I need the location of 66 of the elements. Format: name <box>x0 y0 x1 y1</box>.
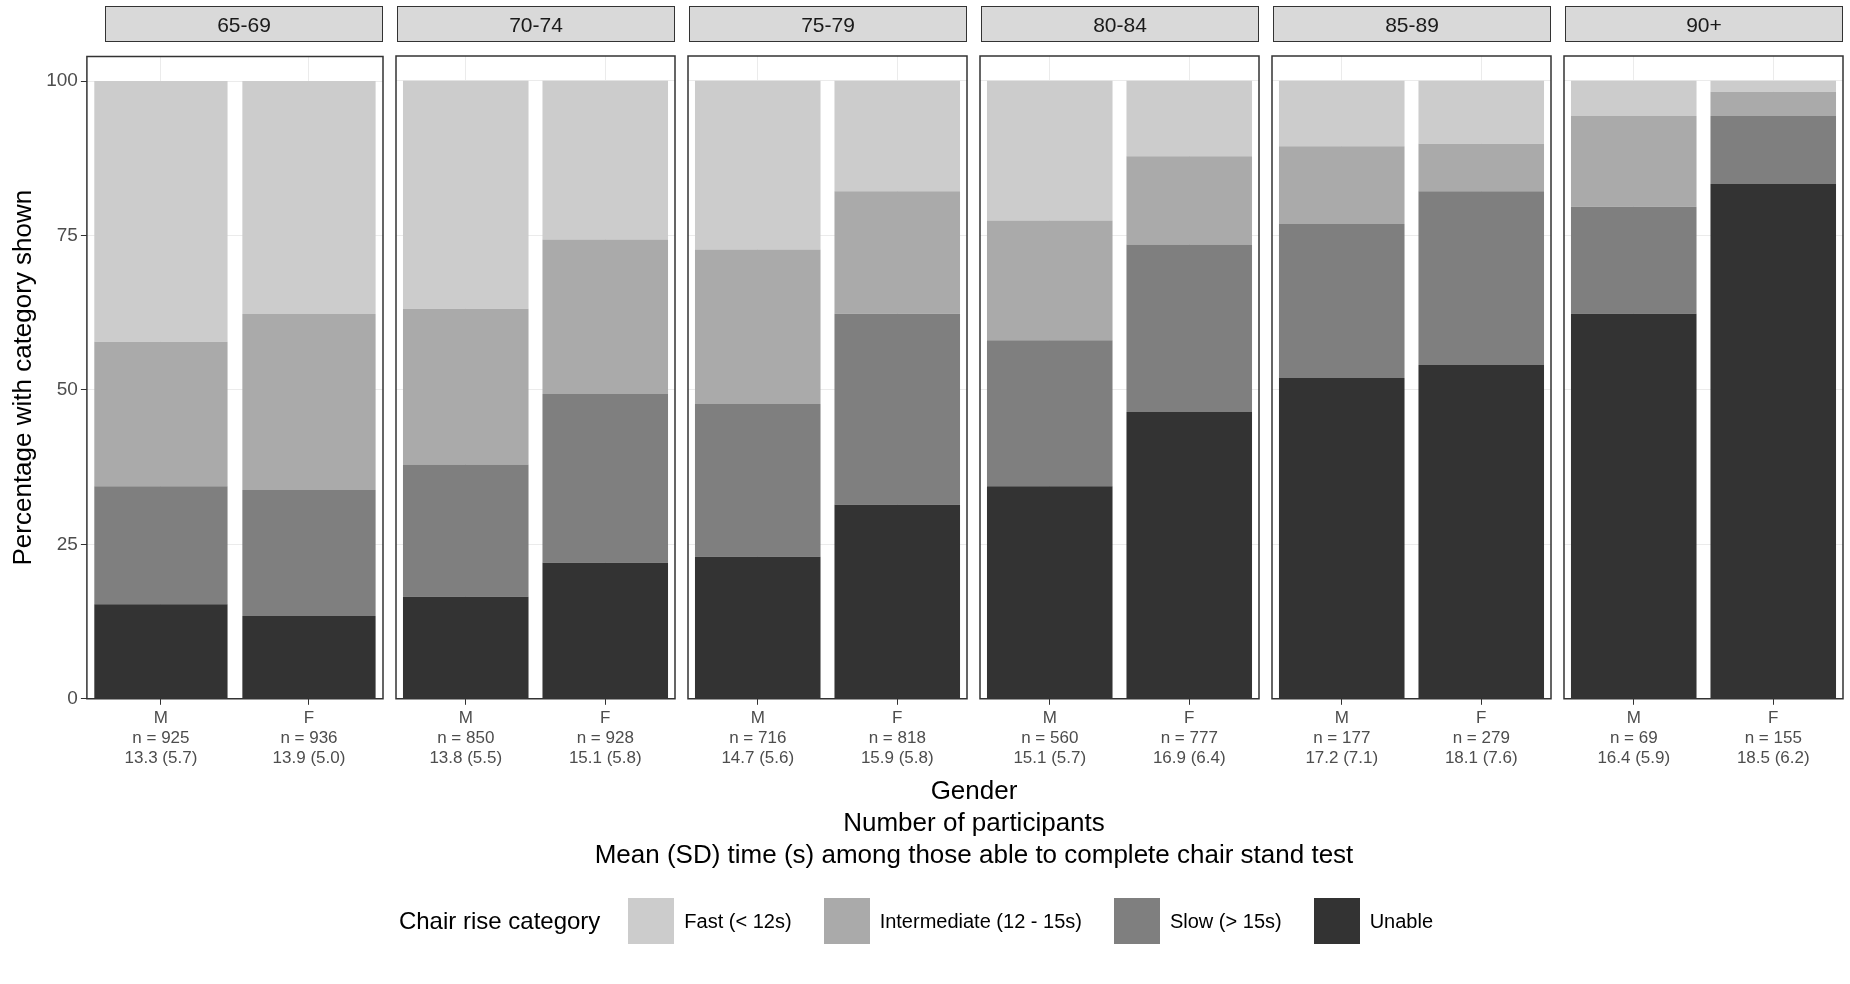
bar <box>834 80 961 192</box>
x-tick-label: F n = 279 18.1 (7.6) <box>1444 707 1518 768</box>
x-tick-label: M n = 850 13.8 (5.5) <box>429 707 503 768</box>
bar <box>542 239 669 395</box>
chart-title: 75-79 <box>689 6 967 42</box>
bar <box>1710 80 1837 92</box>
bar <box>1418 143 1545 192</box>
bar <box>1278 224 1405 379</box>
bar <box>1570 80 1697 116</box>
chart-title: 90+ <box>1565 6 1843 42</box>
bar <box>242 313 376 491</box>
bar <box>1710 91 1837 116</box>
bar <box>1126 156 1253 245</box>
legend-label: Unable <box>1368 908 1434 934</box>
chart-title: 65-69 <box>105 6 383 42</box>
y-tick-label: 25 <box>56 532 78 554</box>
bar <box>1418 191 1545 366</box>
bar <box>694 403 821 557</box>
bar <box>1418 80 1545 144</box>
legend-label: Slow (> 15s) <box>1168 908 1282 934</box>
bar <box>1278 80 1405 147</box>
x-tick-label: M n = 69 16.4 (5.9) <box>1597 707 1671 768</box>
bar <box>1710 115 1837 184</box>
chart-title: 85-89 <box>1273 6 1551 42</box>
legend-label: Intermediate (12 - 15s) <box>878 908 1082 934</box>
bar <box>1278 146 1405 225</box>
y-tick-label: 50 <box>56 378 78 400</box>
bar <box>694 249 821 404</box>
x-tick-label: F n = 777 16.9 (6.4) <box>1152 707 1226 768</box>
bar <box>242 490 376 617</box>
bar <box>402 464 529 597</box>
bar <box>402 308 529 465</box>
x-tick-label: M n = 925 13.3 (5.7) <box>124 707 198 768</box>
bar <box>242 81 376 314</box>
y-axis-title: Percentage with category shown <box>6 189 37 566</box>
x-tick-label: M n = 716 14.7 (5.6) <box>721 707 795 768</box>
bar <box>834 191 961 314</box>
bar <box>94 341 228 487</box>
x-tick-label: M n = 177 17.2 (7.1) <box>1305 707 1379 768</box>
bar <box>986 340 1113 487</box>
x-tick-label: M n = 560 15.1 (5.7) <box>1013 707 1087 768</box>
chart-title: 80-84 <box>981 6 1259 42</box>
bar <box>986 80 1113 221</box>
bar <box>834 313 961 505</box>
bar <box>542 80 669 240</box>
y-tick-label: 75 <box>56 223 78 245</box>
bar <box>694 80 821 250</box>
x-tick-label: F n = 818 15.9 (5.8) <box>860 707 934 768</box>
x-tick-label: F n = 928 15.1 (5.8) <box>568 707 642 768</box>
bar <box>94 81 228 342</box>
y-tick-label: 100 <box>46 69 78 91</box>
y-tick-label: 0 <box>67 687 78 709</box>
bar <box>402 80 529 309</box>
bar <box>542 394 669 563</box>
x-tick-label: F n = 155 18.5 (6.2) <box>1736 707 1810 768</box>
x-tick-label: F n = 936 13.9 (5.0) <box>272 707 346 768</box>
bar <box>1570 115 1697 207</box>
bar <box>1126 80 1253 157</box>
bar <box>1570 206 1697 314</box>
bar <box>94 486 228 605</box>
bar <box>986 220 1113 341</box>
x-axis-title: Gender Number of participants Mean (SD) time (s) among those able to complete chair stand test <box>593 774 1355 870</box>
legend-title: Chair rise category <box>398 907 601 935</box>
chart-title: 70-74 <box>397 6 675 42</box>
legend-label: Fast (< 12s) <box>683 908 792 934</box>
bar <box>1126 244 1253 413</box>
